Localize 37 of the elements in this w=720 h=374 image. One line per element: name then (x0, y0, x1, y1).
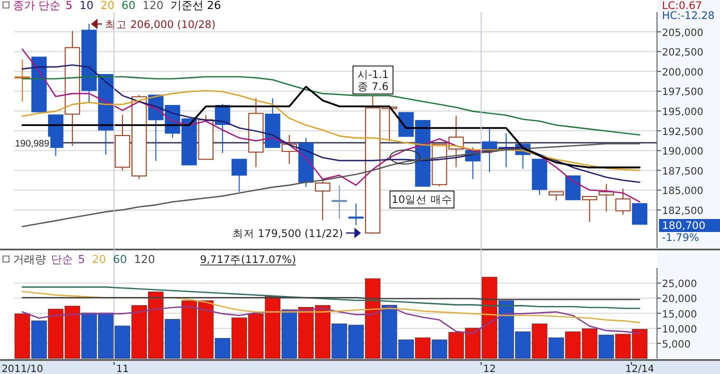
x-tick-label: 12/14 (625, 364, 654, 374)
annotation: LC:0.67 (662, 0, 702, 12)
y-tick-label: 202,500 (662, 48, 704, 59)
y-tick-label: 200,000 (662, 67, 704, 78)
chart-title: 거래량 (13, 253, 46, 266)
ref-line-label: 190,989 (15, 138, 50, 150)
legend-title: 단순 (51, 253, 73, 266)
y-tick-label: 182,500 (662, 206, 704, 217)
annotation: 최고 206,000 (10/28) (105, 19, 216, 31)
y-tick-label: 205,000 (662, 28, 704, 39)
y-tick-label: 15,000 (662, 309, 697, 320)
x-tick-label: 12 (483, 364, 496, 374)
y-tick-label: 185,000 (662, 186, 704, 198)
y-tick-label: 25,000 (662, 279, 697, 290)
x-tick-label: 11 (116, 364, 129, 374)
y-tick-label: 20,000 (662, 294, 697, 306)
x-tick-label: 2011/10 (2, 364, 44, 374)
legend-title: 종가 단순 (13, 0, 60, 12)
series-label: 60 (113, 253, 127, 266)
annotation: HC:-12.28 (662, 10, 715, 22)
annotation: 시-1.1 종 7.6 (352, 66, 394, 94)
annotation: 10일선 매수 (390, 190, 454, 208)
legend: 거래량 단순 5 20 60 120 (2, 253, 155, 266)
legend: 종가 단순 5 10 20 60 120 기준선 26 (2, 0, 221, 12)
annotation: -1.79% (662, 232, 700, 244)
annotation: 9,717주(117.07%) (200, 254, 296, 266)
annotation: 최저 179,500 (11/22) (232, 228, 343, 240)
y-tick-label: 197,500 (662, 87, 704, 98)
y-tick-label: 195,000 (662, 106, 704, 118)
y-tick-label: 10,000 (662, 324, 697, 336)
y-tick-label: 5,000 (662, 339, 691, 350)
y-tick-label: 190,000 (662, 146, 704, 158)
annotation: 10일선 매수 (392, 194, 452, 206)
y-tick-label: 187,500 (662, 166, 704, 178)
y-tick-label: 192,500 (662, 126, 704, 138)
annotation: 180,700 (659, 219, 720, 232)
annotation: 시-1.1 종 7.6 (357, 69, 389, 93)
